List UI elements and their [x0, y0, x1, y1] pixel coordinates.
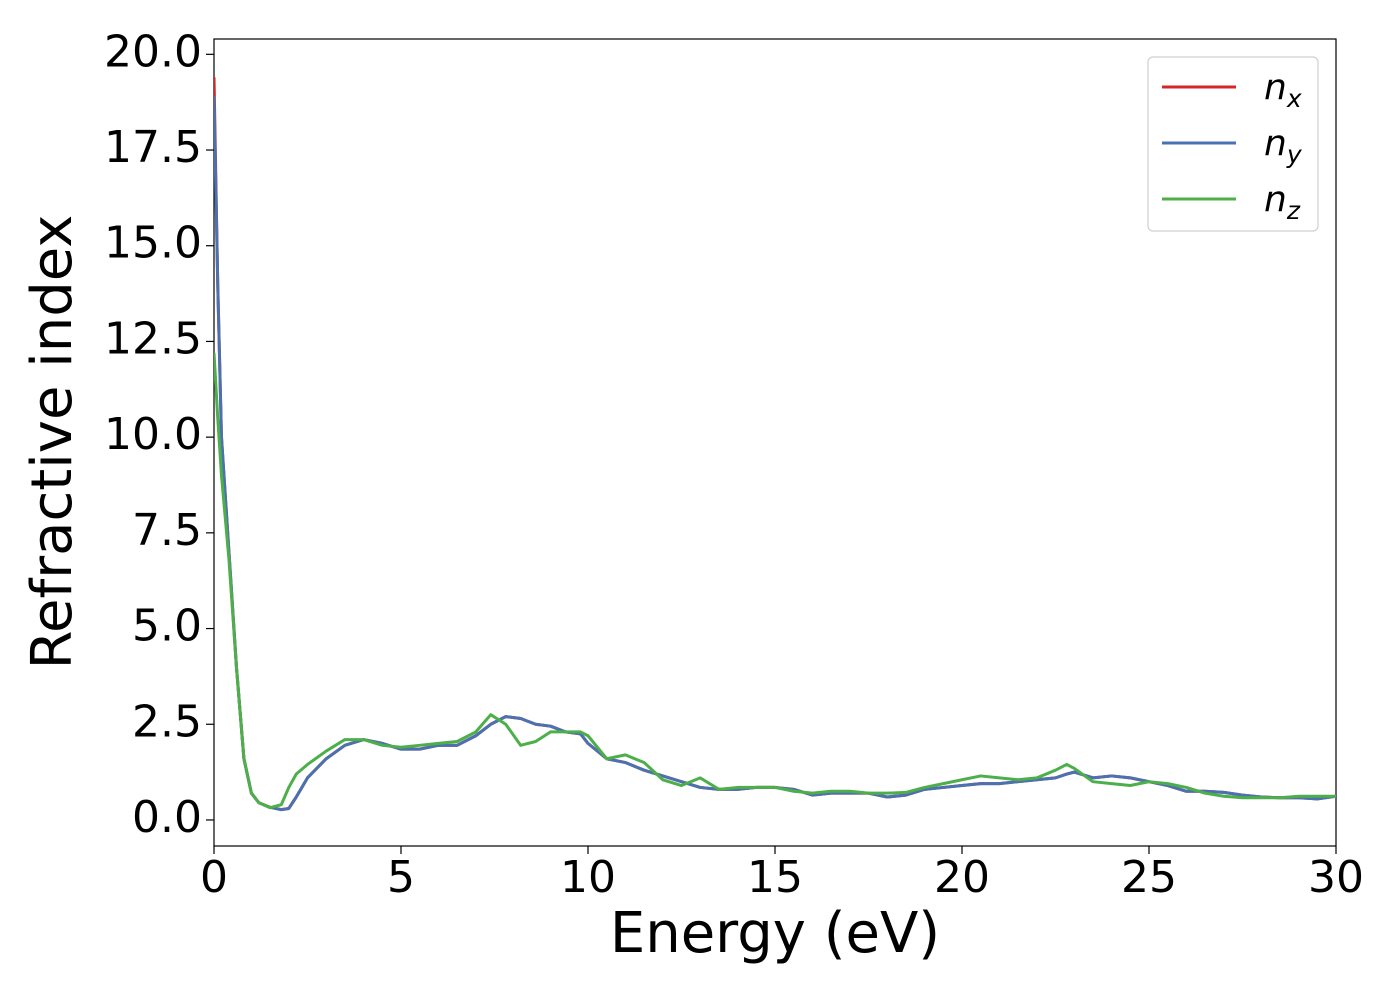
legend: nx ny nz: [1147, 56, 1319, 232]
lines: [214, 77, 1336, 812]
legend-label: nz: [1264, 179, 1301, 225]
legend-label: ny: [1264, 123, 1303, 169]
legend-label: nx: [1264, 67, 1302, 113]
y-axis-label: Refractive index: [20, 215, 85, 670]
y-tick-label: 17.5: [104, 122, 202, 173]
y-tick-label: 15.0: [104, 218, 202, 269]
x-tick-label: 0: [200, 852, 228, 903]
y-tick-label: 7.5: [132, 505, 202, 556]
y-tick-label: 0.0: [132, 792, 202, 843]
x-axis-label: Energy (eV): [610, 901, 940, 966]
y-tick-label: 12.5: [104, 313, 202, 364]
x-tick-label: 30: [1308, 852, 1364, 903]
series-line: [214, 96, 1336, 812]
y-tick-label: 20.0: [104, 26, 202, 77]
x-tick-label: 20: [934, 852, 990, 903]
x-tick-label: 15: [747, 852, 803, 903]
series-line: [214, 352, 1336, 810]
x-tick-label: 25: [1121, 852, 1177, 903]
y-tick-label: 2.5: [132, 696, 202, 747]
x-tick-label: 10: [560, 852, 616, 903]
x-tick-label: 5: [387, 852, 415, 903]
y-tick-label: 10.0: [104, 409, 202, 460]
y-tick-label: 5.0: [132, 601, 202, 652]
